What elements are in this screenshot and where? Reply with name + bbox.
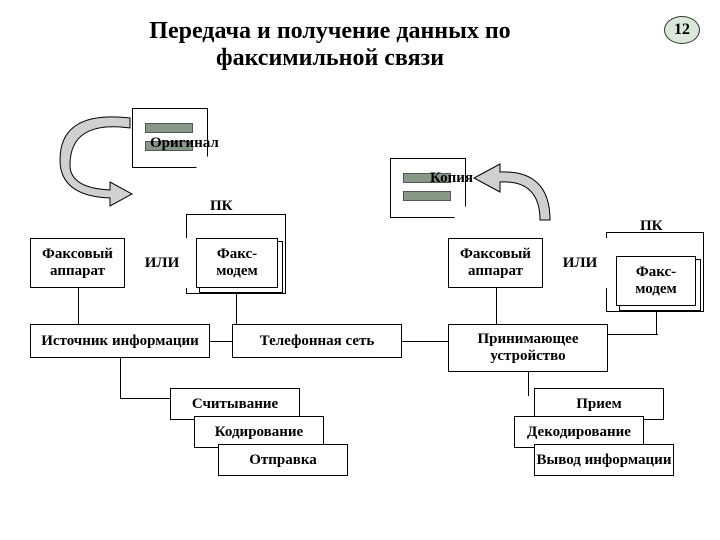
box-fax-modem-right: Факс-модем xyxy=(616,256,696,306)
arrow-original-down xyxy=(60,110,140,200)
page-number-badge: 12 xyxy=(664,16,700,44)
box-receiver: Принимающее устройство xyxy=(448,324,608,372)
step-left-3: Отправка xyxy=(218,444,348,476)
line-h-recv-modem xyxy=(608,334,658,335)
line-h-src-phone xyxy=(210,341,232,342)
line-recv-to-cascade xyxy=(528,372,529,396)
box-phone-net: Телефонная сеть xyxy=(232,324,402,358)
label-original: Оригинал xyxy=(150,135,219,152)
document-copy xyxy=(390,158,466,218)
step-right-3: Вывод информации xyxy=(534,444,674,476)
line-right-device-down xyxy=(496,288,497,324)
page-title: Передача и получение данных по факсимиль… xyxy=(110,18,550,72)
box-source: Источник информации xyxy=(30,324,210,358)
line-src-to-cascade-h xyxy=(120,398,170,399)
box-fax-modem-left: Факс-модем xyxy=(196,238,278,288)
label-pk-left: ПК xyxy=(210,198,233,215)
line-src-to-cascade xyxy=(120,358,121,398)
arrow-copy-in xyxy=(460,160,560,240)
line-left-device-down xyxy=(78,288,79,324)
line-left-modem-down xyxy=(236,292,237,324)
line-h-phone-recv xyxy=(402,341,448,342)
box-fax-device-left: Факсовый аппарат xyxy=(30,238,125,288)
box-or-left: ИЛИ xyxy=(134,238,190,288)
label-pk-right: ПК xyxy=(640,218,663,235)
box-fax-device-right: Факсовый аппарат xyxy=(448,238,543,288)
box-or-right: ИЛИ xyxy=(552,238,608,288)
line-right-modem-down xyxy=(656,310,657,334)
